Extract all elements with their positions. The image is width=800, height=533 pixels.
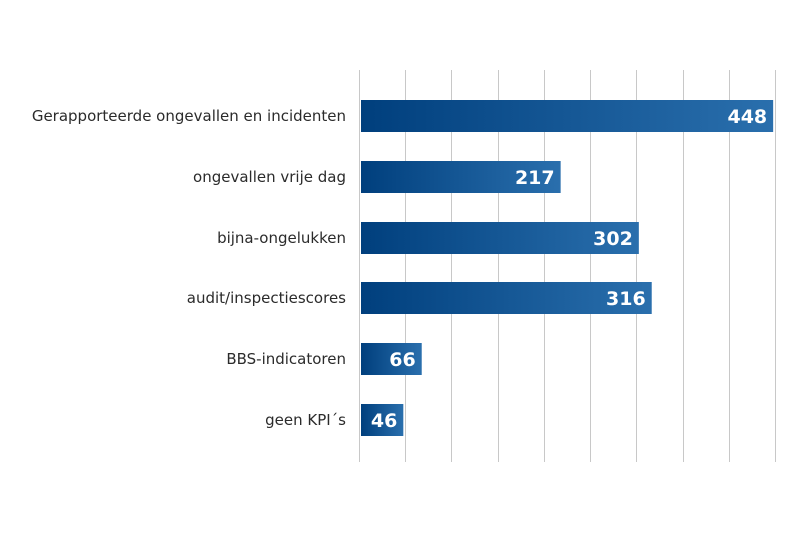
category-labels: Gerapporteerde ongevallen en incidenten o… [32, 107, 346, 429]
grid-lines [359, 70, 776, 462]
data-label: 316 [606, 288, 646, 310]
bar [361, 161, 561, 193]
category-label: BBS-indicatoren [226, 350, 346, 368]
bar [361, 343, 422, 375]
bar [361, 100, 774, 132]
data-label: 66 [389, 349, 415, 371]
data-label: 46 [371, 410, 397, 432]
bar [361, 404, 404, 436]
bar [361, 222, 639, 254]
value-labels: 448 217 302 316 66 46 [371, 106, 767, 432]
data-label: 217 [515, 167, 555, 189]
category-label: geen KPI´s [265, 411, 346, 429]
bars [361, 100, 774, 436]
category-label: audit/inspectiescores [187, 289, 346, 307]
category-label: bijna-ongelukken [217, 229, 346, 247]
category-label: Gerapporteerde ongevallen en incidenten [32, 107, 346, 125]
category-label: ongevallen vrije dag [193, 168, 346, 186]
bar [361, 282, 652, 314]
data-label: 448 [727, 106, 767, 128]
data-label: 302 [593, 228, 633, 250]
